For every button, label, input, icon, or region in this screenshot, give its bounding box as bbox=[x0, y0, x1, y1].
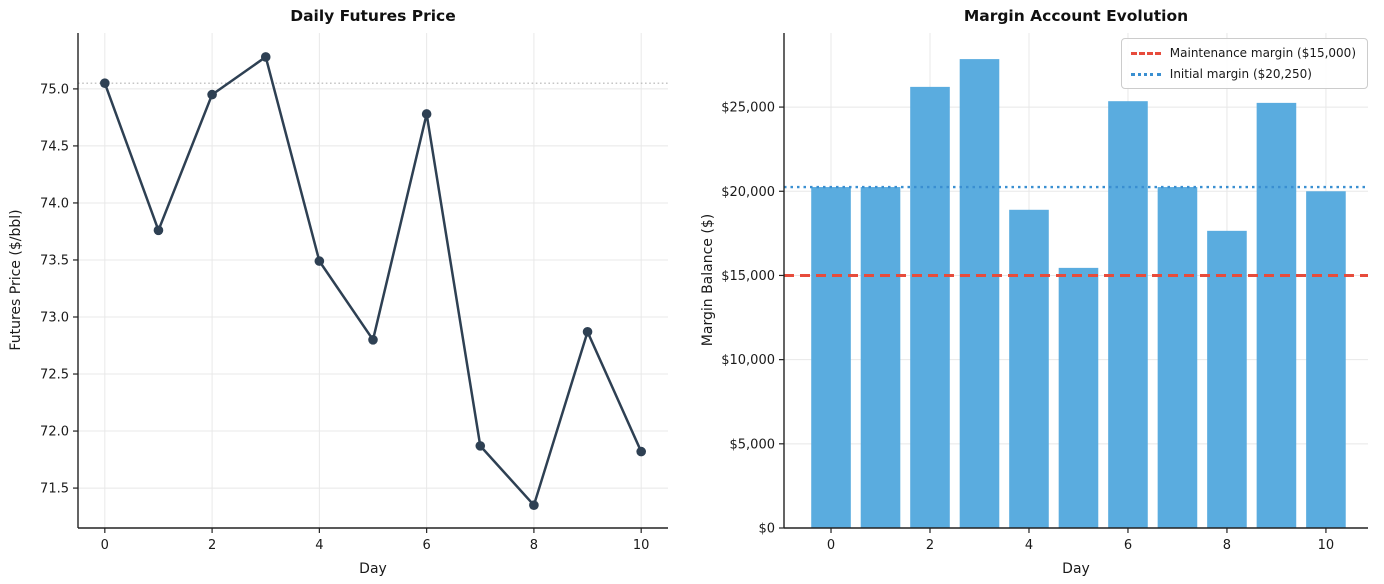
x-tick-label: 0 bbox=[827, 538, 835, 553]
x-axis-label-futures: Day bbox=[359, 561, 387, 577]
y-tick-label: 74.5 bbox=[40, 139, 69, 154]
data-point-marker bbox=[421, 109, 432, 119]
y-tick-label: $20,000 bbox=[721, 185, 775, 200]
futures-price-chart-panel: 0 2 4 6 8 10 71.5 72.0 72.5 73.0 73.5 74.0 74.5 75.0 … bbox=[8, 7, 668, 577]
futures-price-plot: 0 2 4 6 8 10 71.5 72.0 72.5 73.0 73.5 74.0 74.5 75.0 bbox=[40, 33, 668, 553]
data-point-marker bbox=[529, 500, 539, 510]
y-tick-label: $0 bbox=[758, 522, 775, 537]
y-tick-label: 75.0 bbox=[40, 82, 69, 97]
x-tick-label: 8 bbox=[1223, 538, 1231, 553]
margin-balance-bar bbox=[1256, 102, 1297, 529]
margin-balance-bar bbox=[1009, 209, 1049, 529]
y-tick-label: 73.0 bbox=[40, 310, 69, 325]
legend: Maintenance margin ($15,000) Initial mar… bbox=[1120, 38, 1368, 89]
x-tick-label: 6 bbox=[1124, 538, 1132, 553]
legend-item-maintenance-margin: Maintenance margin ($15,000) bbox=[1130, 46, 1356, 60]
initial-margin-line-swatch bbox=[1130, 72, 1161, 76]
y-tick-label: 71.5 bbox=[40, 482, 69, 497]
data-point-marker bbox=[636, 446, 646, 457]
margin-balance-bar bbox=[1058, 267, 1099, 528]
margin-balance-bar bbox=[1108, 101, 1148, 528]
data-point-marker bbox=[207, 89, 217, 100]
x-tick-label: 6 bbox=[422, 538, 430, 553]
maintenance-margin-line-swatch bbox=[1130, 51, 1161, 55]
data-point-marker bbox=[153, 225, 164, 236]
y-tick-label: 73.5 bbox=[40, 253, 69, 268]
legend-label-maintenance-margin: Maintenance margin ($15,000) bbox=[1169, 46, 1356, 60]
x-axis-label-margin: Day bbox=[1062, 561, 1090, 577]
x-tick-label: 4 bbox=[1025, 538, 1033, 553]
x-tick-label: 4 bbox=[315, 538, 323, 553]
y-tick-label: $25,000 bbox=[721, 101, 775, 116]
margin-account-chart-panel: 0 2 4 6 8 10 $0 $5,000 $10,000 $15,000 $20,000 $25,… bbox=[692, 0, 1384, 584]
margin-balance-bar bbox=[1207, 230, 1247, 528]
y-tick-label: $5,000 bbox=[730, 437, 776, 452]
chart-title-futures: Daily Futures Price bbox=[290, 7, 456, 25]
legend-item-initial-margin: Initial margin ($20,250) bbox=[1130, 67, 1356, 81]
data-point-marker bbox=[314, 256, 325, 266]
x-tick-label: 10 bbox=[633, 538, 650, 553]
y-tick-label: 74.0 bbox=[40, 196, 69, 211]
data-point-marker bbox=[582, 327, 593, 337]
futures-price-line bbox=[103, 55, 643, 507]
margin-balance-bar bbox=[860, 187, 901, 528]
margin-balance-bar bbox=[1306, 191, 1346, 528]
y-axis-label-margin: Margin Balance ($) bbox=[700, 213, 716, 347]
data-point-marker bbox=[100, 78, 110, 88]
margin-balance-bar bbox=[1157, 187, 1198, 528]
margin-balance-bar bbox=[910, 86, 950, 528]
y-axis-label-futures: Futures Price ($/bbl) bbox=[8, 209, 24, 351]
x-tick-label: 0 bbox=[101, 538, 109, 553]
margin-balance-bar bbox=[811, 187, 851, 528]
y-tick-label: $15,000 bbox=[721, 269, 775, 284]
margin-balance-bar bbox=[959, 59, 1000, 529]
data-point-marker bbox=[475, 441, 486, 451]
data-point-marker bbox=[368, 335, 378, 345]
y-tick-label: 72.0 bbox=[40, 425, 69, 440]
y-tick-label: 72.5 bbox=[40, 368, 69, 383]
data-point-marker bbox=[260, 52, 271, 62]
chart-title-margin: Margin Account Evolution bbox=[963, 7, 1189, 25]
y-tick-label: $10,000 bbox=[721, 353, 775, 368]
margin-account-plot: 0 2 4 6 8 10 $0 $5,000 $10,000 $15,000 $20,000 $25,… bbox=[721, 33, 1368, 553]
x-tick-label: 10 bbox=[1318, 538, 1335, 553]
x-tick-label: 8 bbox=[530, 538, 538, 553]
x-tick-label: 2 bbox=[926, 538, 934, 553]
legend-label-initial-margin: Initial margin ($20,250) bbox=[1169, 67, 1312, 81]
x-tick-label: 2 bbox=[208, 538, 216, 553]
